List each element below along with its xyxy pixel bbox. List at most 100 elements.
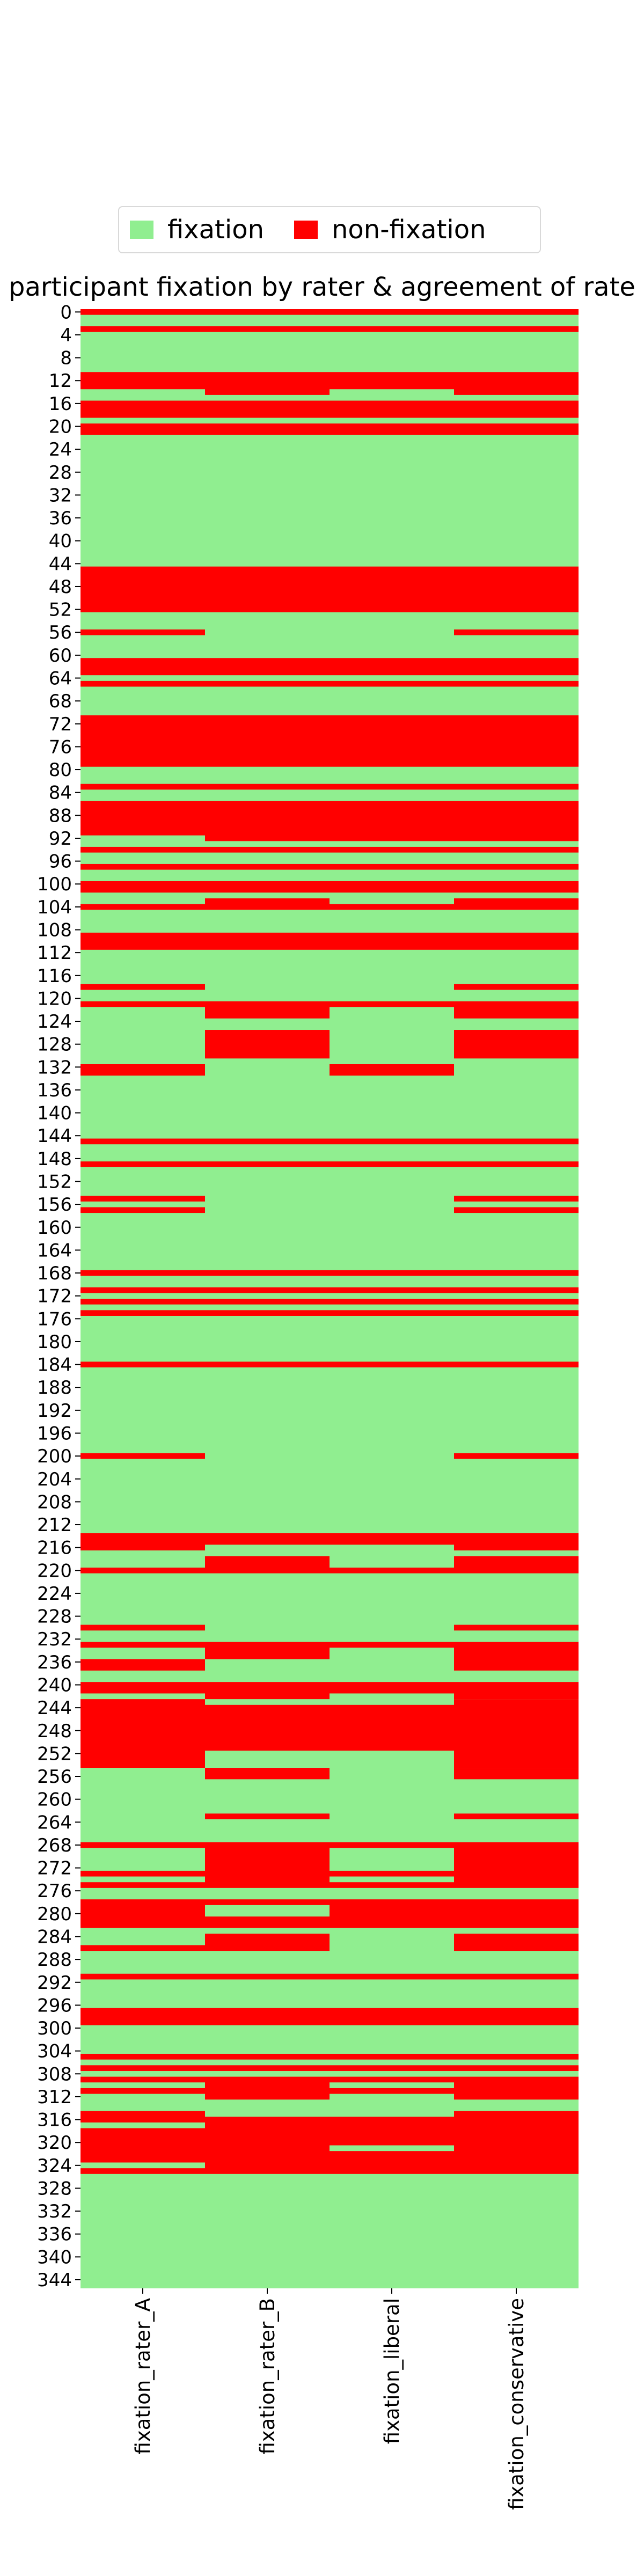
y-tick-label: 140 bbox=[37, 1103, 72, 1124]
y-tick-label: 244 bbox=[37, 1697, 72, 1719]
y-tick-label: 160 bbox=[37, 1217, 72, 1239]
heatmap-cell-non-fixation bbox=[454, 801, 579, 841]
y-tick-label: 208 bbox=[37, 1491, 72, 1513]
heatmap-cell-non-fixation bbox=[80, 309, 205, 315]
heatmap-cell-non-fixation bbox=[454, 1196, 579, 1202]
y-tick-label: 248 bbox=[37, 1721, 72, 1742]
y-tick-label: 284 bbox=[37, 1926, 72, 1948]
heatmap-cell-non-fixation bbox=[454, 1453, 579, 1459]
heatmap-cell-non-fixation bbox=[454, 1556, 579, 1574]
heatmap-cell-non-fixation bbox=[80, 932, 205, 950]
heatmap-cell-non-fixation bbox=[454, 309, 579, 315]
heatmap-cell-non-fixation bbox=[205, 863, 330, 870]
heatmap-cell-non-fixation bbox=[205, 715, 330, 767]
y-tick-label: 148 bbox=[37, 1148, 72, 1170]
y-tick-label: 316 bbox=[37, 2110, 72, 2131]
heatmap-cell-non-fixation bbox=[80, 801, 205, 836]
heatmap-cell-non-fixation bbox=[80, 1270, 205, 1276]
y-tick-label: 344 bbox=[37, 2270, 72, 2291]
y-tick-label: 336 bbox=[37, 2224, 72, 2245]
heatmap-cell-non-fixation bbox=[80, 1899, 205, 1928]
heatmap-cell-non-fixation bbox=[454, 1642, 579, 1671]
heatmap-cell-non-fixation bbox=[205, 1299, 330, 1305]
y-tick-label: 132 bbox=[37, 1057, 72, 1078]
y-tick-label: 8 bbox=[60, 348, 72, 369]
heatmap-cell-non-fixation bbox=[80, 326, 205, 332]
heatmap-cell-non-fixation bbox=[330, 372, 454, 390]
heatmap-cell-non-fixation bbox=[330, 801, 454, 841]
heatmap-cell-non-fixation bbox=[205, 784, 330, 790]
y-tick-label: 272 bbox=[37, 1858, 72, 1879]
heatmap-cell-non-fixation bbox=[454, 932, 579, 950]
heatmap-cell-non-fixation bbox=[80, 715, 205, 767]
y-axis-ticks: 0481216202428323640444852566064687276808… bbox=[37, 302, 80, 2291]
heatmap-cell-non-fixation bbox=[454, 1310, 579, 1316]
heatmap-cell-non-fixation bbox=[330, 1973, 454, 1980]
y-tick-label: 228 bbox=[37, 1606, 72, 1628]
y-tick-label: 104 bbox=[37, 897, 72, 918]
heatmap-cell-non-fixation bbox=[330, 1870, 454, 1877]
heatmap-cell-non-fixation bbox=[205, 1030, 330, 1059]
y-tick-label: 308 bbox=[37, 2063, 72, 2085]
heatmap-cell-non-fixation bbox=[205, 1001, 330, 1019]
y-tick-label: 92 bbox=[49, 828, 72, 850]
heatmap-cell-non-fixation bbox=[454, 629, 579, 635]
y-tick-label: 96 bbox=[49, 851, 72, 873]
heatmap-cell-non-fixation bbox=[80, 1973, 205, 1980]
y-tick-label: 20 bbox=[49, 416, 72, 438]
heatmap-cell-non-fixation bbox=[80, 423, 205, 435]
y-tick-label: 192 bbox=[37, 1400, 72, 1422]
y-tick-label: 84 bbox=[49, 782, 72, 804]
heatmap-cell-non-fixation bbox=[330, 1362, 454, 1367]
y-tick-label: 40 bbox=[49, 531, 72, 552]
heatmap-cell-non-fixation bbox=[205, 1161, 330, 1167]
legend-item-non-fixation: non-fixation bbox=[294, 217, 486, 243]
y-tick-label: 320 bbox=[37, 2132, 72, 2154]
heatmap-cell-non-fixation bbox=[454, 1934, 579, 1951]
y-tick-label: 76 bbox=[49, 736, 72, 758]
legend-label-fixation: fixation bbox=[167, 215, 264, 245]
heatmap-cell-non-fixation bbox=[80, 1196, 205, 1202]
heatmap-cell-non-fixation bbox=[454, 881, 579, 893]
heatmap-cell-non-fixation bbox=[454, 1768, 579, 1780]
heatmap-cell-non-fixation bbox=[80, 2088, 205, 2094]
heatmap-cell-non-fixation bbox=[330, 881, 454, 893]
heatmap-cell-non-fixation bbox=[205, 680, 330, 687]
heatmap-cell-non-fixation bbox=[205, 1899, 330, 1905]
heatmap-cell-non-fixation bbox=[80, 2008, 205, 2025]
y-tick-label: 88 bbox=[49, 805, 72, 826]
y-tick-label: 0 bbox=[60, 302, 72, 323]
heatmap-cell-non-fixation bbox=[454, 326, 579, 332]
heatmap-cell-non-fixation bbox=[205, 1287, 330, 1293]
heatmap-cell-non-fixation bbox=[205, 1813, 330, 1819]
y-tick-label: 312 bbox=[37, 2087, 72, 2108]
y-tick-label: 32 bbox=[49, 485, 72, 506]
heatmap-cell-non-fixation bbox=[80, 846, 205, 853]
heatmap-cell-non-fixation bbox=[330, 680, 454, 687]
heatmap-cell-non-fixation bbox=[330, 1287, 454, 1293]
heatmap-cell-non-fixation bbox=[205, 932, 330, 950]
heatmap-cell-non-fixation bbox=[205, 1270, 330, 1276]
heatmap-cell-non-fixation bbox=[205, 326, 330, 332]
heatmap-cell-non-fixation bbox=[80, 1624, 205, 1631]
heatmap-cell-non-fixation bbox=[454, 784, 579, 790]
y-tick-label: 168 bbox=[37, 1263, 72, 1284]
heatmap-cell-non-fixation bbox=[330, 1567, 454, 1574]
heatmap-cell-non-fixation bbox=[80, 1642, 205, 1648]
heatmap-cell-non-fixation bbox=[205, 1310, 330, 1316]
y-tick-label: 144 bbox=[37, 1125, 72, 1147]
y-tick-label: 100 bbox=[37, 874, 72, 895]
y-tick-label: 24 bbox=[49, 439, 72, 460]
heatmap-cell-non-fixation bbox=[205, 2117, 330, 2174]
y-tick-label: 156 bbox=[37, 1194, 72, 1216]
heatmap-cell-non-fixation bbox=[454, 1813, 579, 1819]
heatmap-cell-non-fixation bbox=[205, 2053, 330, 2060]
heatmap-cell-non-fixation bbox=[80, 2111, 205, 2123]
heatmap-cell-non-fixation bbox=[80, 1310, 205, 1316]
heatmap-cell-non-fixation bbox=[454, 566, 579, 612]
heatmap-cell-non-fixation bbox=[205, 898, 330, 910]
heatmap-cell-non-fixation bbox=[80, 784, 205, 790]
heatmap-cell-non-fixation bbox=[330, 1842, 454, 1848]
heatmap-cell-non-fixation bbox=[205, 801, 330, 841]
